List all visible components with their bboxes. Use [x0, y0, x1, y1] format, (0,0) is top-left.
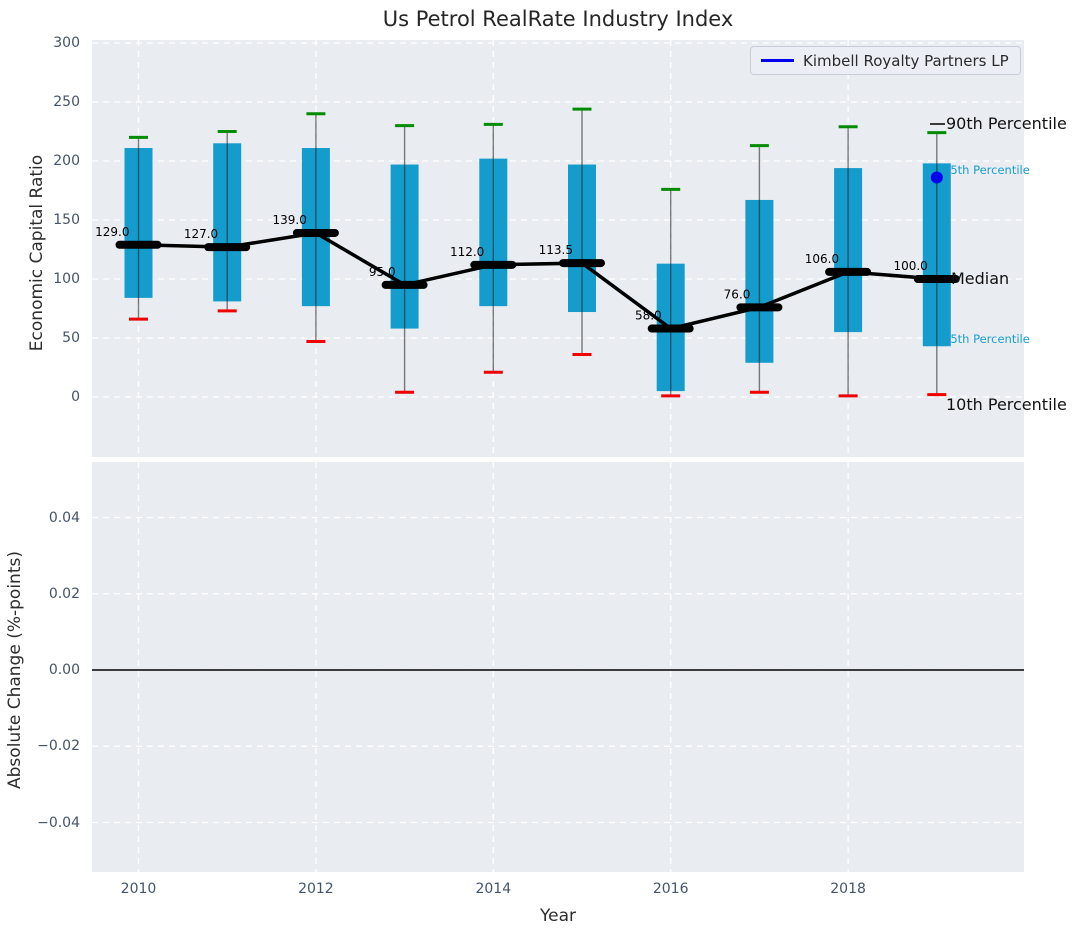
bottom-y-tick-label: 0.00: [0, 662, 80, 678]
annotation-median: Median: [951, 271, 1009, 287]
x-tick-label: 2012: [276, 881, 356, 897]
legend-line-swatch: [761, 59, 794, 62]
chart-title: Us Petrol RealRate Industry Index: [92, 7, 1024, 31]
median-trend-line: [139, 233, 937, 329]
bottom-y-tick-label: 0.04: [0, 510, 80, 526]
bottom-y-tick-label: 0.02: [0, 586, 80, 602]
legend-label: Kimbell Royalty Partners LP: [803, 52, 1009, 70]
top-y-tick-label: 200: [0, 153, 80, 169]
bottom-y-tick-label: −0.02: [0, 738, 80, 754]
x-tick-label: 2016: [631, 881, 711, 897]
legend: Kimbell Royalty Partners LP: [750, 46, 1021, 75]
annotation-75th: 75th Percentile: [943, 163, 1030, 177]
median-value-label: 112.0: [450, 245, 484, 259]
median-value-label: 95.0: [369, 265, 396, 279]
top-y-tick-label: 50: [0, 330, 80, 346]
median-value-label: 129.0: [95, 225, 129, 239]
absolute-change-canvas: [92, 462, 1024, 872]
top-y-tick-label: 300: [0, 35, 80, 51]
top-y-tick-label: 100: [0, 271, 80, 287]
median-value-label: 76.0: [724, 287, 751, 301]
x-tick-label: 2018: [808, 881, 888, 897]
median-value-label: 113.5: [539, 243, 573, 257]
median-value-label: 100.0: [893, 259, 927, 273]
bottom-y-tick-label: −0.04: [0, 815, 80, 831]
company-point: [931, 172, 943, 184]
top-panel: 75th Percentile25th Percentile129.0127.0…: [92, 40, 1024, 457]
median-value-label: 58.0: [635, 309, 662, 323]
median-value-label: 127.0: [184, 227, 218, 241]
annotation-10th: 10th Percentile: [946, 397, 1067, 413]
figure: Us Petrol RealRate Industry Index Econom…: [0, 0, 1080, 942]
top-y-tick-label: 150: [0, 212, 80, 228]
boxplot-canvas: 75th Percentile25th Percentile129.0127.0…: [92, 40, 1024, 457]
top-y-tick-label: 250: [0, 94, 80, 110]
x-axis-label: Year: [92, 906, 1024, 926]
median-value-label: 139.0: [273, 213, 307, 227]
median-value-label: 106.0: [805, 252, 839, 266]
annotation-25th: 25th Percentile: [943, 332, 1030, 346]
x-tick-label: 2014: [453, 881, 533, 897]
x-tick-label: 2010: [99, 881, 179, 897]
top-y-tick-label: 0: [0, 389, 80, 405]
annotation-90th: 90th Percentile: [946, 116, 1067, 132]
bottom-panel: [92, 462, 1024, 872]
